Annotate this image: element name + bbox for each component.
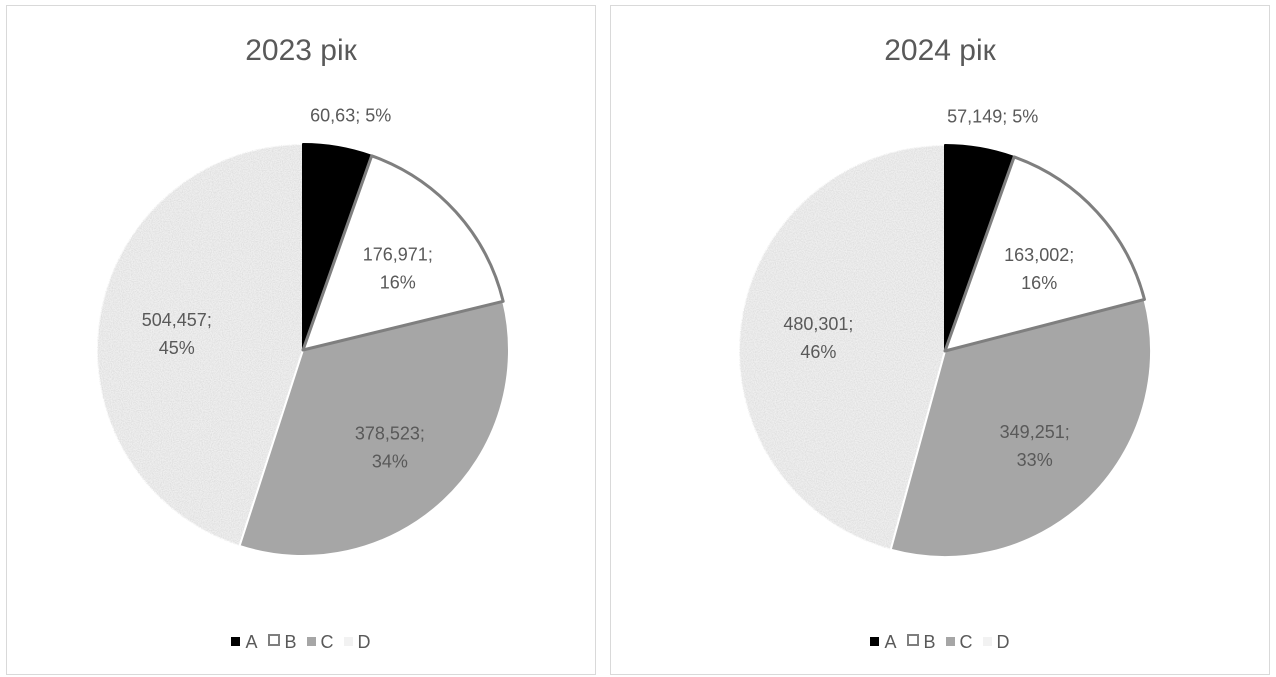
legend-item-c: C	[306, 632, 334, 653]
legend-label: A	[884, 632, 897, 652]
legend-swatch	[982, 637, 992, 646]
data-label-a: 60,63; 5%	[310, 106, 391, 126]
legend-item-d: D	[343, 632, 371, 653]
chart-panel-2023: 2023 рік 60,63; 5% 176,971; 16% 378,523; 34%…	[6, 5, 596, 675]
pie-slice-c	[238, 300, 510, 557]
data-label-value: 378,523;	[355, 424, 425, 444]
pie-slice-b	[943, 155, 1146, 353]
chart-panel-2024: 2024 рік 57,149; 5% 163,002; 16% 349,251; 33…	[610, 5, 1270, 675]
data-label-value: 480,301;	[783, 314, 853, 334]
data-label-value: 349,251;	[1000, 422, 1070, 442]
legend-swatch	[231, 637, 241, 646]
legend-swatch	[870, 637, 880, 646]
pie-chart-2024: 57,149; 5% 163,002; 16% 349,251; 33% 480,301;…	[738, 107, 1152, 558]
data-label-percent: 16%	[380, 272, 416, 292]
data-label-c: 378,523; 34%	[355, 424, 425, 472]
legend-swatch	[945, 637, 955, 646]
data-label-value: 504,457;	[142, 310, 212, 330]
data-label-percent: 33%	[1017, 450, 1053, 470]
legend-item-c: C	[945, 632, 973, 653]
data-label-value: 176,971;	[363, 244, 433, 264]
chart-title: 2024 рік	[884, 34, 996, 67]
data-label-value: 163,002;	[1004, 245, 1074, 265]
legend-label: C	[959, 632, 973, 652]
data-label-percent: 16%	[1021, 273, 1057, 293]
legend-label: A	[245, 632, 258, 652]
legend-swatch	[906, 634, 919, 646]
data-label-percent: 46%	[800, 342, 836, 362]
legend-swatch	[267, 634, 280, 646]
data-label-b: 176,971; 16%	[363, 244, 433, 292]
legend-label: D	[357, 632, 371, 652]
chart-title: 2023 рік	[245, 34, 357, 67]
pie-slice-b	[301, 154, 505, 352]
legend-item-b: B	[267, 632, 297, 653]
data-label-b: 163,002; 16%	[1004, 245, 1074, 293]
legend-label: B	[284, 632, 297, 652]
legend-item-a: A	[870, 632, 897, 653]
pie-chart-2023: 60,63; 5% 176,971; 16% 378,523; 34% 504,457; 4…	[96, 106, 510, 557]
pie-slice-c	[889, 298, 1152, 558]
data-label-percent: 34%	[372, 452, 408, 472]
legend-label: B	[923, 632, 936, 652]
data-label-d: 504,457; 45%	[142, 310, 212, 358]
legend-item-a: A	[231, 632, 258, 653]
data-label-d: 480,301; 46%	[783, 314, 853, 362]
legend-label: C	[320, 632, 334, 652]
legend-swatch	[306, 637, 316, 646]
legend-swatch	[343, 637, 353, 646]
data-label-a: 57,149; 5%	[947, 107, 1038, 127]
chart-legend: A B C D	[611, 632, 1269, 653]
data-label-percent: 45%	[159, 338, 195, 358]
data-label-c: 349,251; 33%	[1000, 422, 1070, 470]
chart-legend: A B C D	[7, 632, 595, 653]
legend-label: D	[996, 632, 1010, 652]
legend-item-b: B	[906, 632, 936, 653]
legend-item-d: D	[982, 632, 1010, 653]
